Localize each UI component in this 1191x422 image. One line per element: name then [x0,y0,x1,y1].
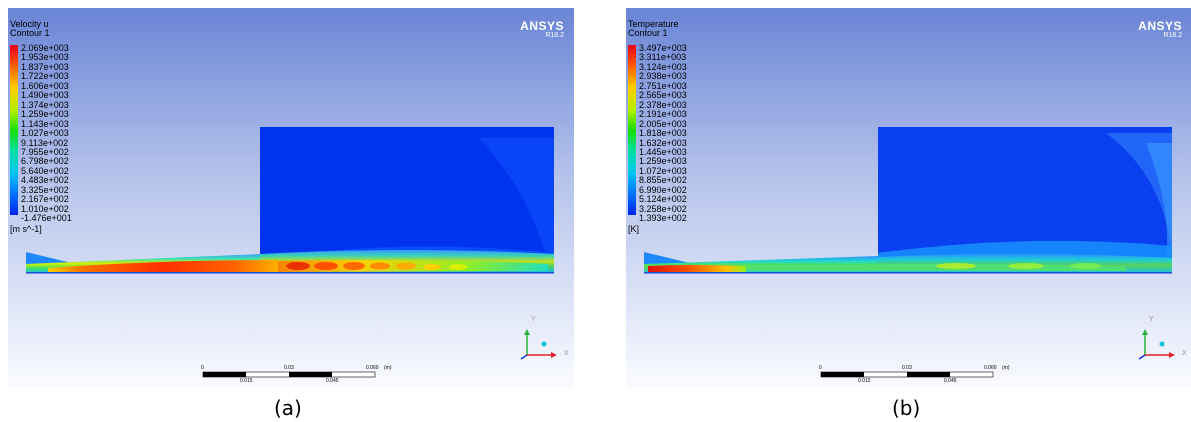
colorbar-labels-a: 2.069e+003 1.953e+003 1.837e+003 1.722e+… [10,43,72,224]
logo-version: R18.2 [545,32,564,39]
colorbar-a [10,45,18,215]
plot-contour-name: Contour 1 [628,28,668,38]
colorbar-tick: 2.751e+003 [639,80,687,91]
colorbar-tick: 1.259e+003 [639,156,687,167]
contour-title-a: Velocity u Contour 1 [10,20,50,38]
colorbar-tick: 4.483e+002 [21,175,69,186]
axis-y-label: Y [531,316,536,323]
colorbar-tick: 2.005e+003 [639,118,687,129]
colorbar-tick: -1.476e+001 [21,213,72,224]
colorbar-tick: 5.124e+002 [639,194,687,205]
scale-unit: (m) [384,365,392,371]
nozzle-inlet-a [26,252,76,264]
colorbar-tick: 6.798e+002 [21,156,69,167]
colorbar-tick: 6.990e+002 [639,184,687,195]
contour-title-b: Temperature Contour 1 [628,20,679,38]
scale-label: 0.03 [902,365,912,371]
scale-label: 0.060 [366,365,379,371]
colorbar-tick: 3.124e+003 [639,61,687,72]
plot-contour-name: Contour 1 [10,28,50,38]
plot-variable-title: Velocity u [10,19,49,29]
colorbar-tick: 3.325e+002 [21,184,69,195]
contour-canvas-b [626,8,1191,390]
colorbar-tick: 1.837e+003 [21,61,69,72]
scale-label: 0.015 [240,378,253,384]
colorbar-tick: 1.818e+003 [639,128,687,139]
colorbar-unit-a: [m s^-1] [10,224,42,234]
colorbar-tick: 7.955e+002 [21,146,69,157]
panel-velocity: Velocity u Contour 1 2.069e+003 1.953e+0… [8,8,574,390]
colorbar-tick: 1.490e+003 [21,90,69,101]
colorbar-tick: 2.565e+003 [639,90,687,101]
contour-canvas-a [8,8,574,390]
colorbar-tick: 2.069e+003 [21,43,69,53]
colorbar-tick: 3.497e+003 [639,43,687,53]
jet-core-b [648,265,746,272]
figure-caption-a: (a) [274,396,302,420]
colorbar-tick: 1.445e+003 [639,146,687,157]
colorbar-tick: 5.640e+002 [21,165,69,176]
colorbar-tick: 1.027e+003 [21,128,69,139]
logo-name: ANSYS [520,19,564,33]
panel-temperature: Temperature Contour 1 3.497e+003 3.311e+… [626,8,1191,390]
scale-unit: (m) [1002,365,1010,371]
colorbar-b [628,45,636,215]
scale-label: 0.045 [326,378,339,384]
ansys-logo: ANSYS R18.2 [520,20,564,40]
colorbar-tick: 1.072e+003 [639,165,687,176]
colorbar-tick: 2.191e+003 [639,109,687,120]
colorbar-tick: 1.632e+003 [639,137,687,148]
scale-label: 0.045 [944,378,957,384]
colorbar-tick: 3.311e+003 [639,52,687,63]
colorbar-tick: 2.378e+003 [639,99,687,110]
colorbar-labels-b: 3.497e+003 3.311e+003 3.124e+003 2.938e+… [628,43,687,224]
colorbar-tick: 1.374e+003 [21,99,69,110]
axis-x-label: X [1182,350,1187,357]
colorbar-tick: 1.259e+003 [21,109,69,120]
colorbar-tick: 9.113e+002 [21,137,69,148]
logo-name: ANSYS [1138,19,1182,33]
nozzle-inlet-b [644,252,694,264]
scale-label: 0 [819,365,822,371]
colorbar-tick: 3.258e+002 [639,203,687,214]
plot-variable-title: Temperature [628,19,679,29]
colorbar-tick: 1.953e+003 [21,52,69,63]
ansys-logo: ANSYS R18.2 [1138,20,1182,40]
colorbar-tick: 2.167e+002 [21,194,69,205]
scale-label: 0 [201,365,204,371]
colorbar-tick: 1.143e+003 [21,118,69,129]
colorbar-unit-b: [K] [628,224,640,234]
colorbar-tick: 1.606e+003 [21,80,69,91]
jet-core-a [48,260,278,272]
scale-label: 0.03 [284,365,294,371]
axis-x-label: X [564,350,569,357]
colorbar-tick: 1.722e+003 [21,71,69,82]
scale-label: 0.015 [858,378,871,384]
figure-caption-b: (b) [892,396,921,420]
scale-label: 0.060 [984,365,997,371]
colorbar-tick: 1.393e+002 [639,213,687,224]
axis-y-label: Y [1149,316,1154,323]
colorbar-tick: 2.938e+003 [639,71,687,82]
colorbar-tick: 8.855e+002 [639,175,687,186]
colorbar-tick: 1.010e+002 [21,203,69,214]
logo-version: R18.2 [1163,32,1182,39]
